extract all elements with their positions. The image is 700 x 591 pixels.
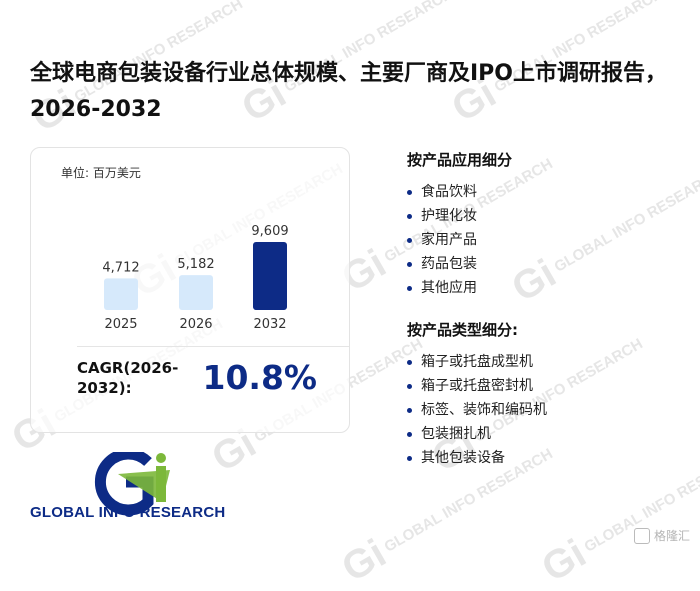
page-title: 全球电商包装设备行业总体规模、主要厂商及IPO上市调研报告，2026-2032 <box>30 61 668 122</box>
bar-value-label: 4,712 <box>102 260 139 275</box>
bar-chart: 4,712 2025 5,182 2026 9,609 2032 <box>102 224 288 332</box>
bar-value-label: 5,182 <box>177 257 214 272</box>
bar-2032 <box>253 242 287 310</box>
application-section: 按产品应用细分 食品饮料 护理化妆 家用产品 药品包装 其他应用 <box>407 149 512 300</box>
application-list: 食品饮料 护理化妆 家用产品 药品包装 其他应用 <box>407 180 512 300</box>
unit-label: 单位: 百万美元 <box>61 166 141 180</box>
list-item: 食品饮料 <box>407 180 512 204</box>
list-item: 护理化妆 <box>407 204 512 228</box>
list-item: 药品包装 <box>407 252 512 276</box>
corner-mark: 格隆汇 <box>633 527 690 544</box>
bar-value-label: 9,609 <box>251 224 288 239</box>
cagr-value: 10.8% <box>202 358 318 397</box>
x-tick-label: 2026 <box>179 317 212 332</box>
cagr-label: CAGR(2026-2032): <box>77 359 179 397</box>
list-item: 其他包装设备 <box>407 446 547 470</box>
list-item: 标签、装饰和编码机 <box>407 398 547 422</box>
x-tick-label: 2025 <box>104 317 137 332</box>
type-list: 箱子或托盘成型机 箱子或托盘密封机 标签、装饰和编码机 包装捆扎机 其他包装设备 <box>407 350 547 470</box>
type-heading: 按产品类型细分: <box>407 321 518 339</box>
list-item: 包装捆扎机 <box>407 422 547 446</box>
watermark: GiGLOBAL INFO RESEARCH <box>504 165 700 311</box>
market-size-card: 单位: 百万美元 4,712 2025 5,182 2026 9,609 2032 CAG… <box>30 147 350 433</box>
application-heading: 按产品应用细分 <box>407 151 513 169</box>
watermark: GiGLOBAL INFO RESEARCH <box>534 445 700 591</box>
x-tick-label: 2032 <box>253 317 286 332</box>
corner-mark-text: 格隆汇 <box>653 529 690 543</box>
bar-2026 <box>179 275 213 310</box>
brand-icon <box>633 527 650 544</box>
list-item: 箱子或托盘成型机 <box>407 350 547 374</box>
list-item: 箱子或托盘密封机 <box>407 374 547 398</box>
divider <box>77 346 349 347</box>
list-item: 家用产品 <box>407 228 512 252</box>
bar-2025 <box>104 278 138 310</box>
list-item: 其他应用 <box>407 276 512 300</box>
logo-text: GLOBAL INFO RESEARCH <box>30 504 226 521</box>
type-section: 按产品类型细分: 箱子或托盘成型机 箱子或托盘密封机 标签、装饰和编码机 包装捆… <box>407 319 547 470</box>
gi-logo-icon <box>94 452 170 516</box>
